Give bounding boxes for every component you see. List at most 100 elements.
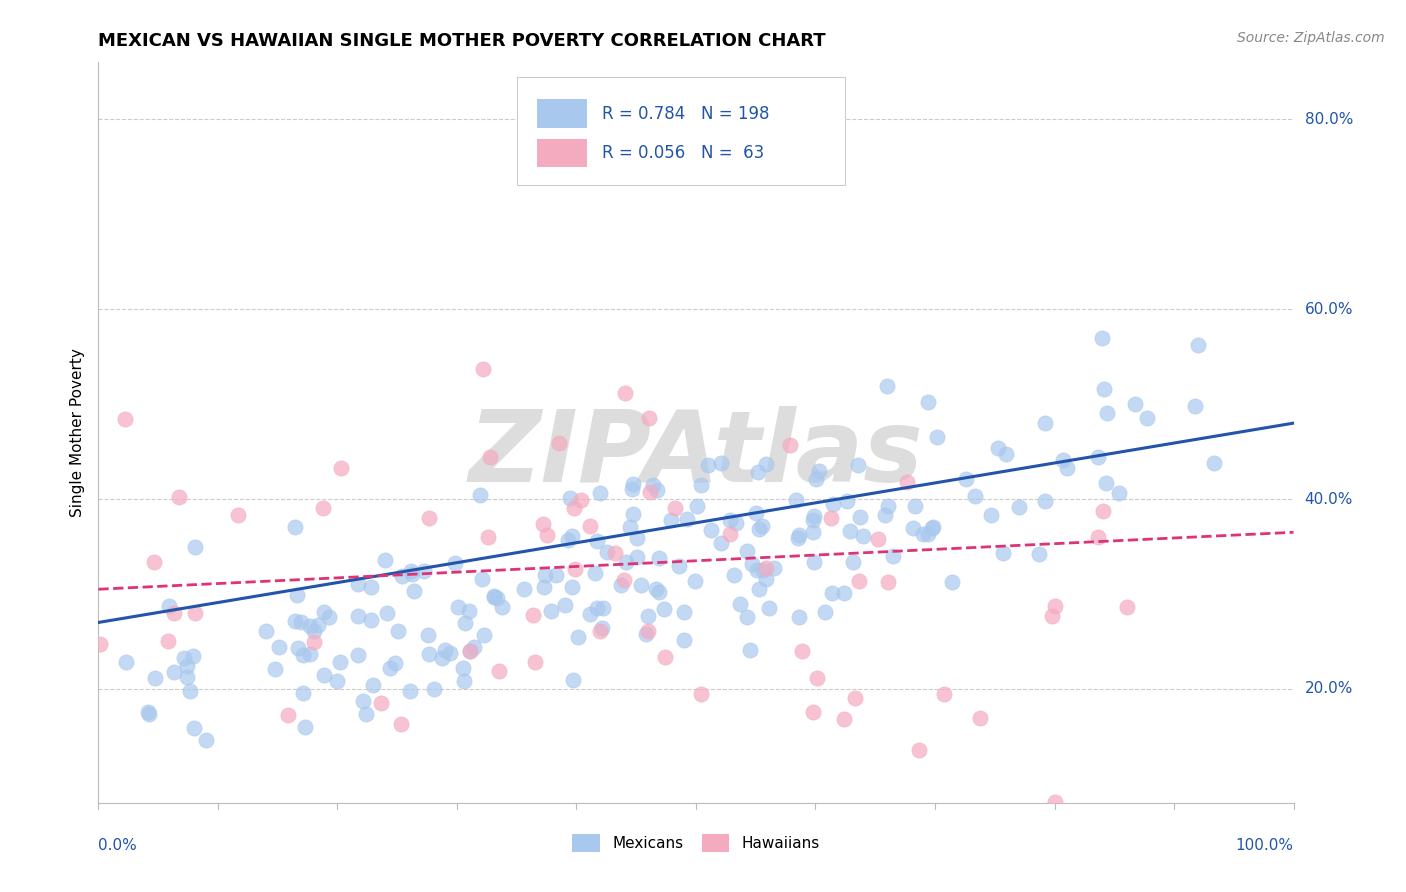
Point: [735, 609, 758, 624]
Point: [1067, 824, 1090, 838]
Point: [787, 528, 810, 542]
Point: [614, 385, 637, 400]
Point: [779, 438, 801, 452]
Point: [980, 508, 1002, 523]
Point: [554, 599, 576, 613]
Point: [560, 491, 582, 505]
Point: [785, 493, 807, 508]
Point: [585, 534, 607, 549]
Point: [179, 683, 201, 698]
Point: [876, 378, 898, 392]
Point: [254, 624, 277, 638]
Point: [932, 687, 955, 701]
Point: [820, 511, 842, 525]
Point: [1056, 461, 1078, 475]
Point: [613, 573, 636, 587]
Point: [352, 694, 374, 708]
Point: [738, 642, 761, 657]
Point: [292, 686, 315, 700]
Point: [391, 569, 413, 583]
Point: [683, 574, 706, 588]
Point: [370, 697, 392, 711]
Point: [163, 665, 186, 679]
Point: [561, 580, 583, 594]
Point: [645, 483, 668, 497]
Point: [583, 566, 606, 581]
Point: [548, 435, 571, 450]
Bar: [537, 138, 588, 167]
Point: [901, 521, 924, 535]
Point: [564, 562, 586, 576]
Point: [659, 513, 682, 527]
Point: [619, 520, 641, 534]
Point: [1087, 530, 1109, 544]
Point: [1052, 453, 1074, 467]
Text: Source: ZipAtlas.com: Source: ZipAtlas.com: [1237, 31, 1385, 45]
Point: [384, 656, 406, 670]
Point: [589, 624, 612, 638]
Point: [718, 513, 741, 527]
Text: 0.0%: 0.0%: [98, 838, 138, 853]
Point: [686, 499, 709, 513]
Text: 20.0%: 20.0%: [1305, 681, 1353, 697]
Point: [479, 450, 502, 464]
Point: [641, 478, 664, 492]
Point: [610, 578, 633, 592]
Point: [903, 500, 925, 514]
Point: [994, 447, 1017, 461]
Point: [848, 574, 870, 588]
Point: [620, 482, 643, 496]
Point: [471, 572, 494, 586]
Point: [654, 650, 676, 665]
Text: 60.0%: 60.0%: [1305, 301, 1353, 317]
Point: [163, 606, 186, 620]
Point: [626, 531, 648, 545]
Point: [391, 717, 413, 731]
Point: [690, 477, 713, 491]
Point: [652, 602, 675, 616]
Point: [911, 527, 934, 541]
Point: [927, 430, 949, 444]
Point: [354, 706, 377, 721]
Point: [603, 546, 626, 560]
Point: [917, 394, 939, 409]
Point: [569, 493, 592, 508]
Point: [748, 582, 770, 596]
Point: [700, 523, 723, 537]
Point: [1028, 547, 1050, 561]
Point: [907, 743, 929, 757]
Point: [673, 632, 696, 647]
Point: [458, 644, 481, 658]
Point: [689, 687, 711, 701]
Point: [312, 605, 335, 619]
Point: [1108, 486, 1130, 500]
Point: [472, 628, 495, 642]
Point: [638, 485, 661, 500]
Point: [718, 527, 741, 541]
Point: [533, 580, 555, 594]
Point: [416, 628, 439, 642]
Point: [512, 582, 534, 596]
Point: [290, 615, 312, 630]
Point: [578, 607, 600, 622]
Point: [1033, 494, 1056, 508]
FancyBboxPatch shape: [517, 78, 845, 185]
Point: [991, 546, 1014, 560]
Text: 40.0%: 40.0%: [1305, 491, 1353, 507]
Point: [745, 563, 768, 577]
Point: [114, 656, 136, 670]
Point: [723, 568, 745, 582]
Point: [89, 638, 111, 652]
Point: [183, 721, 205, 735]
Point: [841, 555, 863, 569]
Point: [745, 506, 768, 520]
Point: [329, 655, 352, 669]
Point: [787, 609, 810, 624]
Point: [329, 460, 352, 475]
Point: [986, 442, 1008, 456]
Point: [398, 684, 420, 698]
Point: [1095, 475, 1118, 490]
Text: 80.0%: 80.0%: [1305, 112, 1353, 127]
Point: [264, 662, 287, 676]
Point: [1040, 609, 1063, 624]
